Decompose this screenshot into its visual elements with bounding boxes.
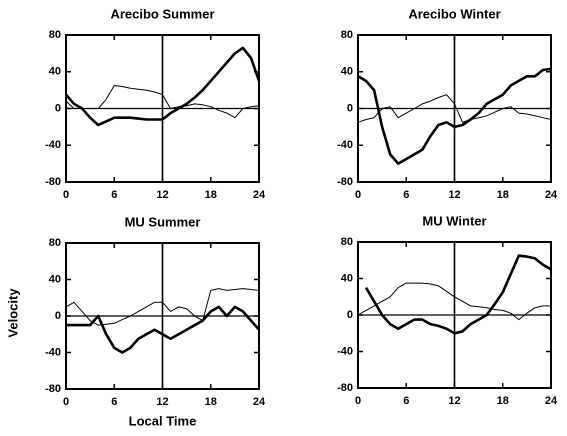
y-tick-label: -40	[45, 139, 61, 151]
plot-frame	[357, 241, 552, 389]
velocity-line	[357, 67, 552, 165]
velocity-line	[357, 282, 551, 321]
x-tick-label: 6	[403, 395, 409, 407]
y-tick-label: 0	[55, 310, 61, 322]
velocity-line	[357, 94, 552, 123]
x-tick-label: 24	[253, 189, 266, 201]
subplot-title: MU Summer	[125, 214, 201, 229]
x-tick-label: 18	[497, 189, 509, 201]
y-tick-label: 40	[49, 273, 61, 285]
x-tick-label: 6	[403, 189, 409, 201]
x-axis-label: Local Time	[129, 413, 197, 428]
y-tick-label: -40	[337, 139, 353, 151]
y-tick-label: -80	[45, 176, 61, 188]
y-tick-label: 80	[49, 237, 61, 249]
y-tick-label: 80	[49, 29, 61, 41]
plot-frame	[357, 34, 552, 183]
subplot-title: Arecibo Summer	[110, 6, 214, 21]
y-tick-label: 0	[55, 102, 61, 114]
y-tick-label: 0	[347, 102, 353, 114]
x-tick-label: 18	[497, 395, 509, 407]
x-tick-label: 12	[448, 189, 460, 201]
x-tick-label: 18	[205, 396, 217, 408]
y-tick-label: 0	[347, 309, 353, 321]
x-tick-label: 24	[253, 396, 266, 408]
plot-frame	[65, 242, 260, 390]
subplot-title: MU Winter	[422, 213, 486, 228]
y-tick-label: 40	[341, 272, 353, 284]
y-axis-label: Velocity	[5, 288, 20, 338]
x-tick-label: 12	[156, 189, 168, 201]
velocity-line	[66, 305, 260, 354]
x-tick-label: 6	[111, 189, 117, 201]
y-tick-label: -80	[45, 383, 61, 395]
y-tick-label: -40	[337, 345, 353, 357]
y-tick-label: -40	[45, 346, 61, 358]
x-tick-label: 12	[156, 396, 168, 408]
velocity-line	[65, 85, 260, 119]
y-tick-label: -80	[337, 382, 353, 394]
x-tick-label: 0	[63, 396, 69, 408]
velocity-line	[65, 288, 260, 326]
x-tick-label: 0	[63, 189, 69, 201]
y-tick-label: -80	[337, 176, 353, 188]
x-tick-label: 6	[111, 396, 117, 408]
x-tick-label: 12	[448, 395, 460, 407]
y-tick-label: 40	[341, 66, 353, 78]
x-tick-label: 0	[355, 395, 361, 407]
y-tick-label: 80	[341, 236, 353, 248]
x-tick-label: 24	[545, 189, 558, 201]
x-tick-label: 18	[205, 189, 217, 201]
velocity-line	[65, 46, 261, 127]
y-tick-label: 40	[49, 66, 61, 78]
plot-frame	[65, 34, 260, 183]
subplot-title: Arecibo Winter	[408, 6, 500, 21]
x-tick-label: 24	[545, 395, 558, 407]
velocity-line	[364, 254, 552, 335]
y-tick-label: 80	[341, 29, 353, 41]
x-tick-label: 0	[355, 189, 361, 201]
